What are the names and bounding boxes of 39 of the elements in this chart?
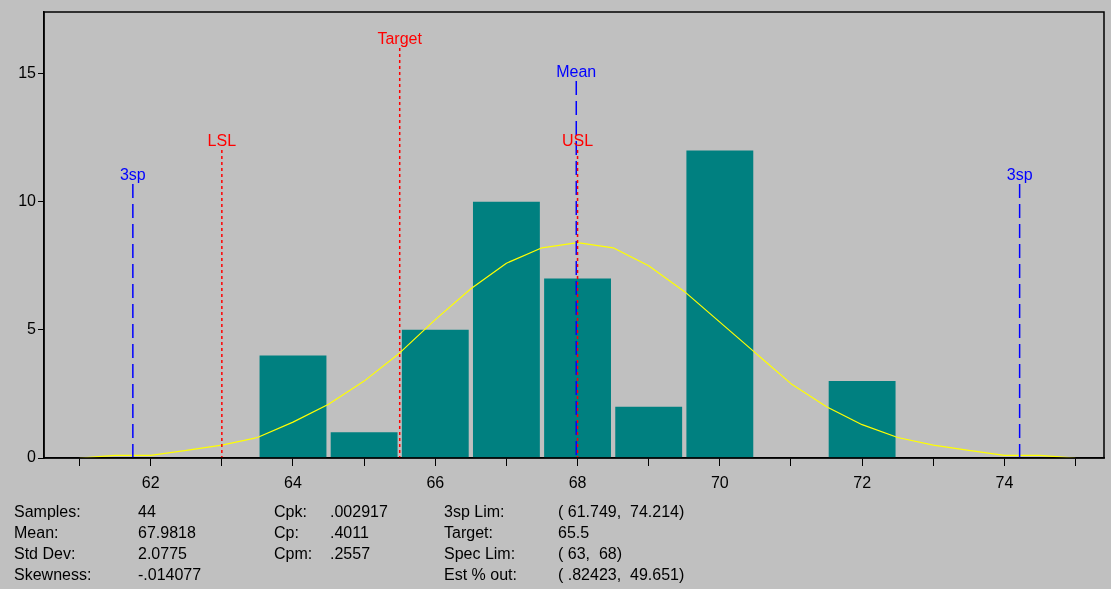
x-tick-label: 70 [710,474,729,492]
text: .4011 [330,524,369,542]
text: Samples: [14,503,81,521]
text: Skewness: [14,566,92,584]
x-tick-label: 64 [284,474,302,492]
text: 67.9818 [138,524,196,542]
x-tick-label: 62 [141,474,160,492]
ref-line-label: LSL [207,132,237,150]
text: 65.5 [558,524,590,542]
text: Target: [444,524,493,542]
text: -.014077 [138,566,202,584]
x-tick-label: 66 [426,474,445,492]
text: ( 61.749, 74.214) [558,503,685,521]
x-tick-label: 74 [995,474,1014,492]
text: .002917 [330,503,388,521]
text: 3sp Lim: [444,503,505,521]
y-tick-label: 10 [18,192,37,210]
ref-line-label: USL [561,132,594,150]
x-tick-label: 72 [853,474,872,492]
text: Std Dev: [14,545,76,563]
text: ( .82423, 49.651) [558,566,685,584]
ref-line-label: Mean [556,63,597,81]
text: Cp: [274,524,299,542]
ref-line-label: 3sp [1006,166,1033,184]
ref-line-label: 3sp [119,166,146,184]
y-tick-label: 15 [18,63,37,81]
text: 2.0775 [138,545,187,563]
x-tick-label: 68 [568,474,587,492]
text: .2557 [330,545,371,563]
ref-line-label: Target [377,30,423,48]
text: Spec Lim: [444,545,516,563]
text: Cpm: [274,545,313,563]
text: 44 [138,503,156,521]
text: ( 63, 68) [558,545,623,563]
text: Est % out: [444,566,517,584]
y-tick-label: 5 [27,320,37,338]
y-tick-label: 0 [27,448,37,466]
text: Mean: [14,524,59,542]
text: Cpk: [274,503,307,521]
